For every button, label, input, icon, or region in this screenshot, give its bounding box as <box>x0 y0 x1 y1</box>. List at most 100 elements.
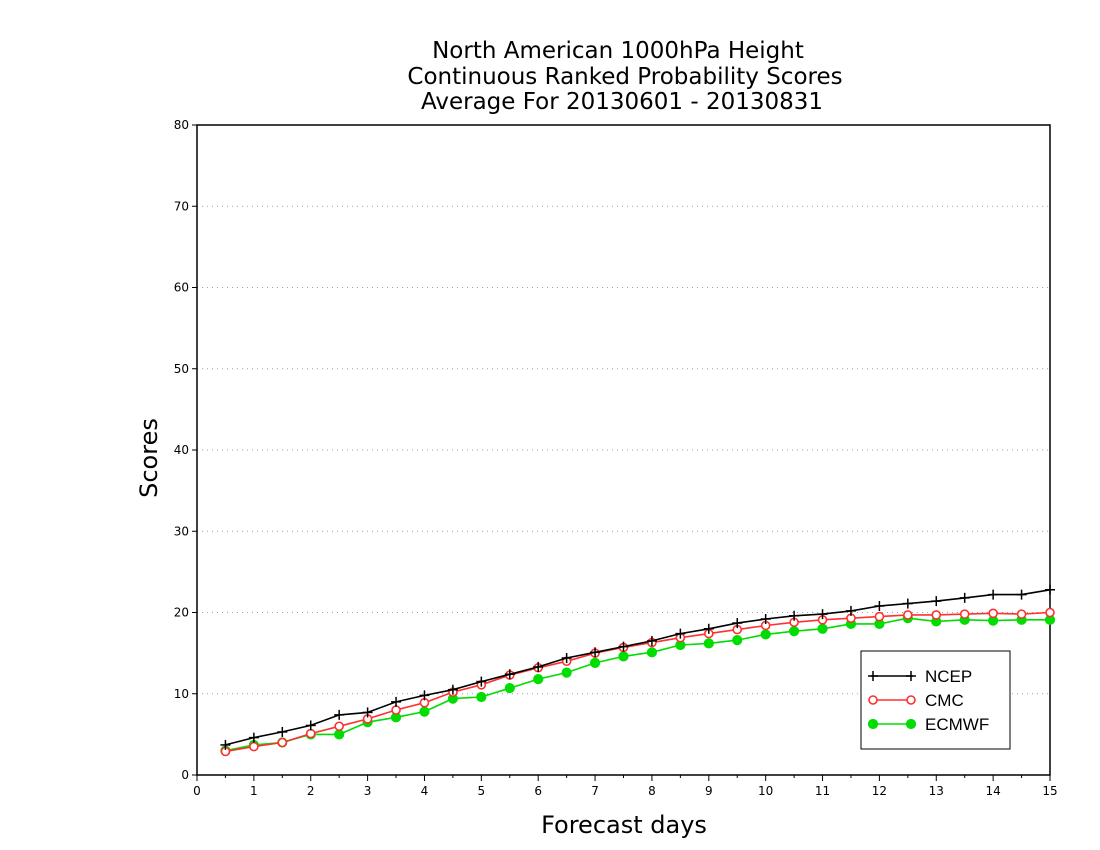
legend-entry-ncep: NCEP <box>868 667 972 686</box>
data-point-ncep <box>220 739 231 750</box>
data-point-ecmwf <box>419 706 430 717</box>
data-point-ncep <box>703 623 714 634</box>
x-tick-label: 8 <box>648 784 656 798</box>
legend-label-ncep: NCEP <box>925 667 972 686</box>
data-point-ncep <box>988 589 999 600</box>
y-tick-label: 40 <box>174 443 189 457</box>
data-point-ecmwf <box>646 647 658 658</box>
x-tick-label: 1 <box>250 784 258 798</box>
data-point-ncep <box>447 684 458 695</box>
x-tick-label: 9 <box>705 784 713 798</box>
chart-title: North American 1000hPa Height Continuous… <box>407 38 842 115</box>
y-tick-label: 70 <box>174 199 189 213</box>
data-point-cmc <box>391 705 401 715</box>
data-point-ecmwf <box>589 657 601 668</box>
legend-label-ecmwf: ECMWF <box>925 715 989 734</box>
y-tick-label: 80 <box>174 118 189 132</box>
data-point-ecmwf <box>618 651 629 662</box>
y-tick-label: 0 <box>181 768 189 782</box>
data-point-ncep <box>590 647 601 658</box>
data-point-cmc <box>305 728 316 739</box>
y-tick-label: 60 <box>174 281 189 295</box>
data-point-ncep <box>1045 584 1055 595</box>
chart-title-line-2: Continuous Ranked Probability Scores <box>407 64 842 90</box>
data-point-ncep <box>248 732 259 743</box>
data-point-cmc <box>249 741 259 752</box>
data-point-ncep <box>874 601 885 611</box>
x-tick-label: 2 <box>307 784 315 798</box>
x-tick-label: 14 <box>985 784 1000 798</box>
y-tick-label: 50 <box>174 362 189 376</box>
legend-marker-cmc <box>868 695 878 705</box>
x-tick-label: 12 <box>872 784 887 798</box>
series-lines <box>220 584 1056 757</box>
data-point-cmc <box>959 609 970 619</box>
data-point-ncep <box>789 610 800 621</box>
x-tick-label: 11 <box>815 784 830 798</box>
data-point-ncep <box>675 628 686 639</box>
x-tick-label: 7 <box>591 784 599 798</box>
legend-marker-cmc <box>906 695 916 705</box>
data-point-ecmwf <box>817 623 828 634</box>
data-point-ncep <box>277 726 288 737</box>
data-point-ncep <box>732 618 743 629</box>
data-point-ncep <box>533 661 544 672</box>
data-point-ecmwf <box>732 635 743 646</box>
x-tick-label: 13 <box>929 784 944 798</box>
data-point-ncep <box>817 609 828 620</box>
data-point-ncep <box>618 641 629 652</box>
x-axis-title: Forecast days <box>541 811 707 839</box>
data-point-ecmwf <box>504 682 515 694</box>
gridlines <box>197 205 1050 695</box>
data-point-cmc <box>334 721 344 732</box>
data-point-ecmwf <box>476 691 487 703</box>
y-tick-label: 20 <box>174 606 189 620</box>
chart-title-line-3: Average For 20130601 - 20130831 <box>421 89 823 115</box>
x-tick-label: 4 <box>421 784 429 798</box>
x-tick-label: 3 <box>364 784 372 798</box>
data-point-ncep <box>646 635 657 646</box>
series-ncep <box>220 584 1055 750</box>
data-point-ncep <box>504 669 515 680</box>
data-point-ecmwf <box>533 674 544 685</box>
data-point-ncep <box>334 709 345 720</box>
data-point-ncep <box>419 690 430 701</box>
x-tick-label: 0 <box>193 784 201 798</box>
data-point-ncep <box>561 653 572 663</box>
data-point-ncep <box>902 598 913 609</box>
data-point-cmc <box>1045 607 1055 618</box>
data-point-ncep <box>476 676 487 687</box>
x-tick-label: 6 <box>534 784 542 798</box>
data-point-ecmwf <box>760 629 771 640</box>
y-tick-label: 30 <box>174 524 189 538</box>
legend: NCEP CMC ECMWF <box>860 650 1011 750</box>
data-point-ncep <box>845 605 856 616</box>
data-point-cmc <box>277 737 288 748</box>
data-point-cmc <box>931 610 942 620</box>
data-point-ncep <box>959 592 970 603</box>
data-point-cmc <box>903 610 913 620</box>
legend-marker-ncep <box>906 671 916 681</box>
legend-marker-ncep <box>868 671 878 681</box>
legend-marker-ecmwf <box>867 718 879 730</box>
y-axis-title: Scores <box>135 418 163 498</box>
legend-marker-ecmwf <box>905 718 917 730</box>
x-tick-label: 15 <box>1042 784 1057 798</box>
data-point-ncep <box>931 596 942 607</box>
data-point-ecmwf <box>703 638 714 649</box>
data-point-ecmwf <box>334 729 345 740</box>
data-point-ecmwf <box>789 626 800 637</box>
data-point-cmc <box>874 611 885 622</box>
x-tick-label: 5 <box>478 784 486 798</box>
data-point-ncep <box>391 696 402 707</box>
data-point-cmc <box>1016 609 1027 619</box>
legend-label-cmc: CMC <box>925 691 964 710</box>
data-point-ncep <box>1016 589 1027 600</box>
legend-entry-ecmwf: ECMWF <box>867 715 989 734</box>
x-tick-label: 10 <box>758 784 773 798</box>
data-point-ncep <box>362 707 373 718</box>
chart-title-line-1: North American 1000hPa Height <box>432 38 804 64</box>
data-point-ncep <box>760 614 771 624</box>
